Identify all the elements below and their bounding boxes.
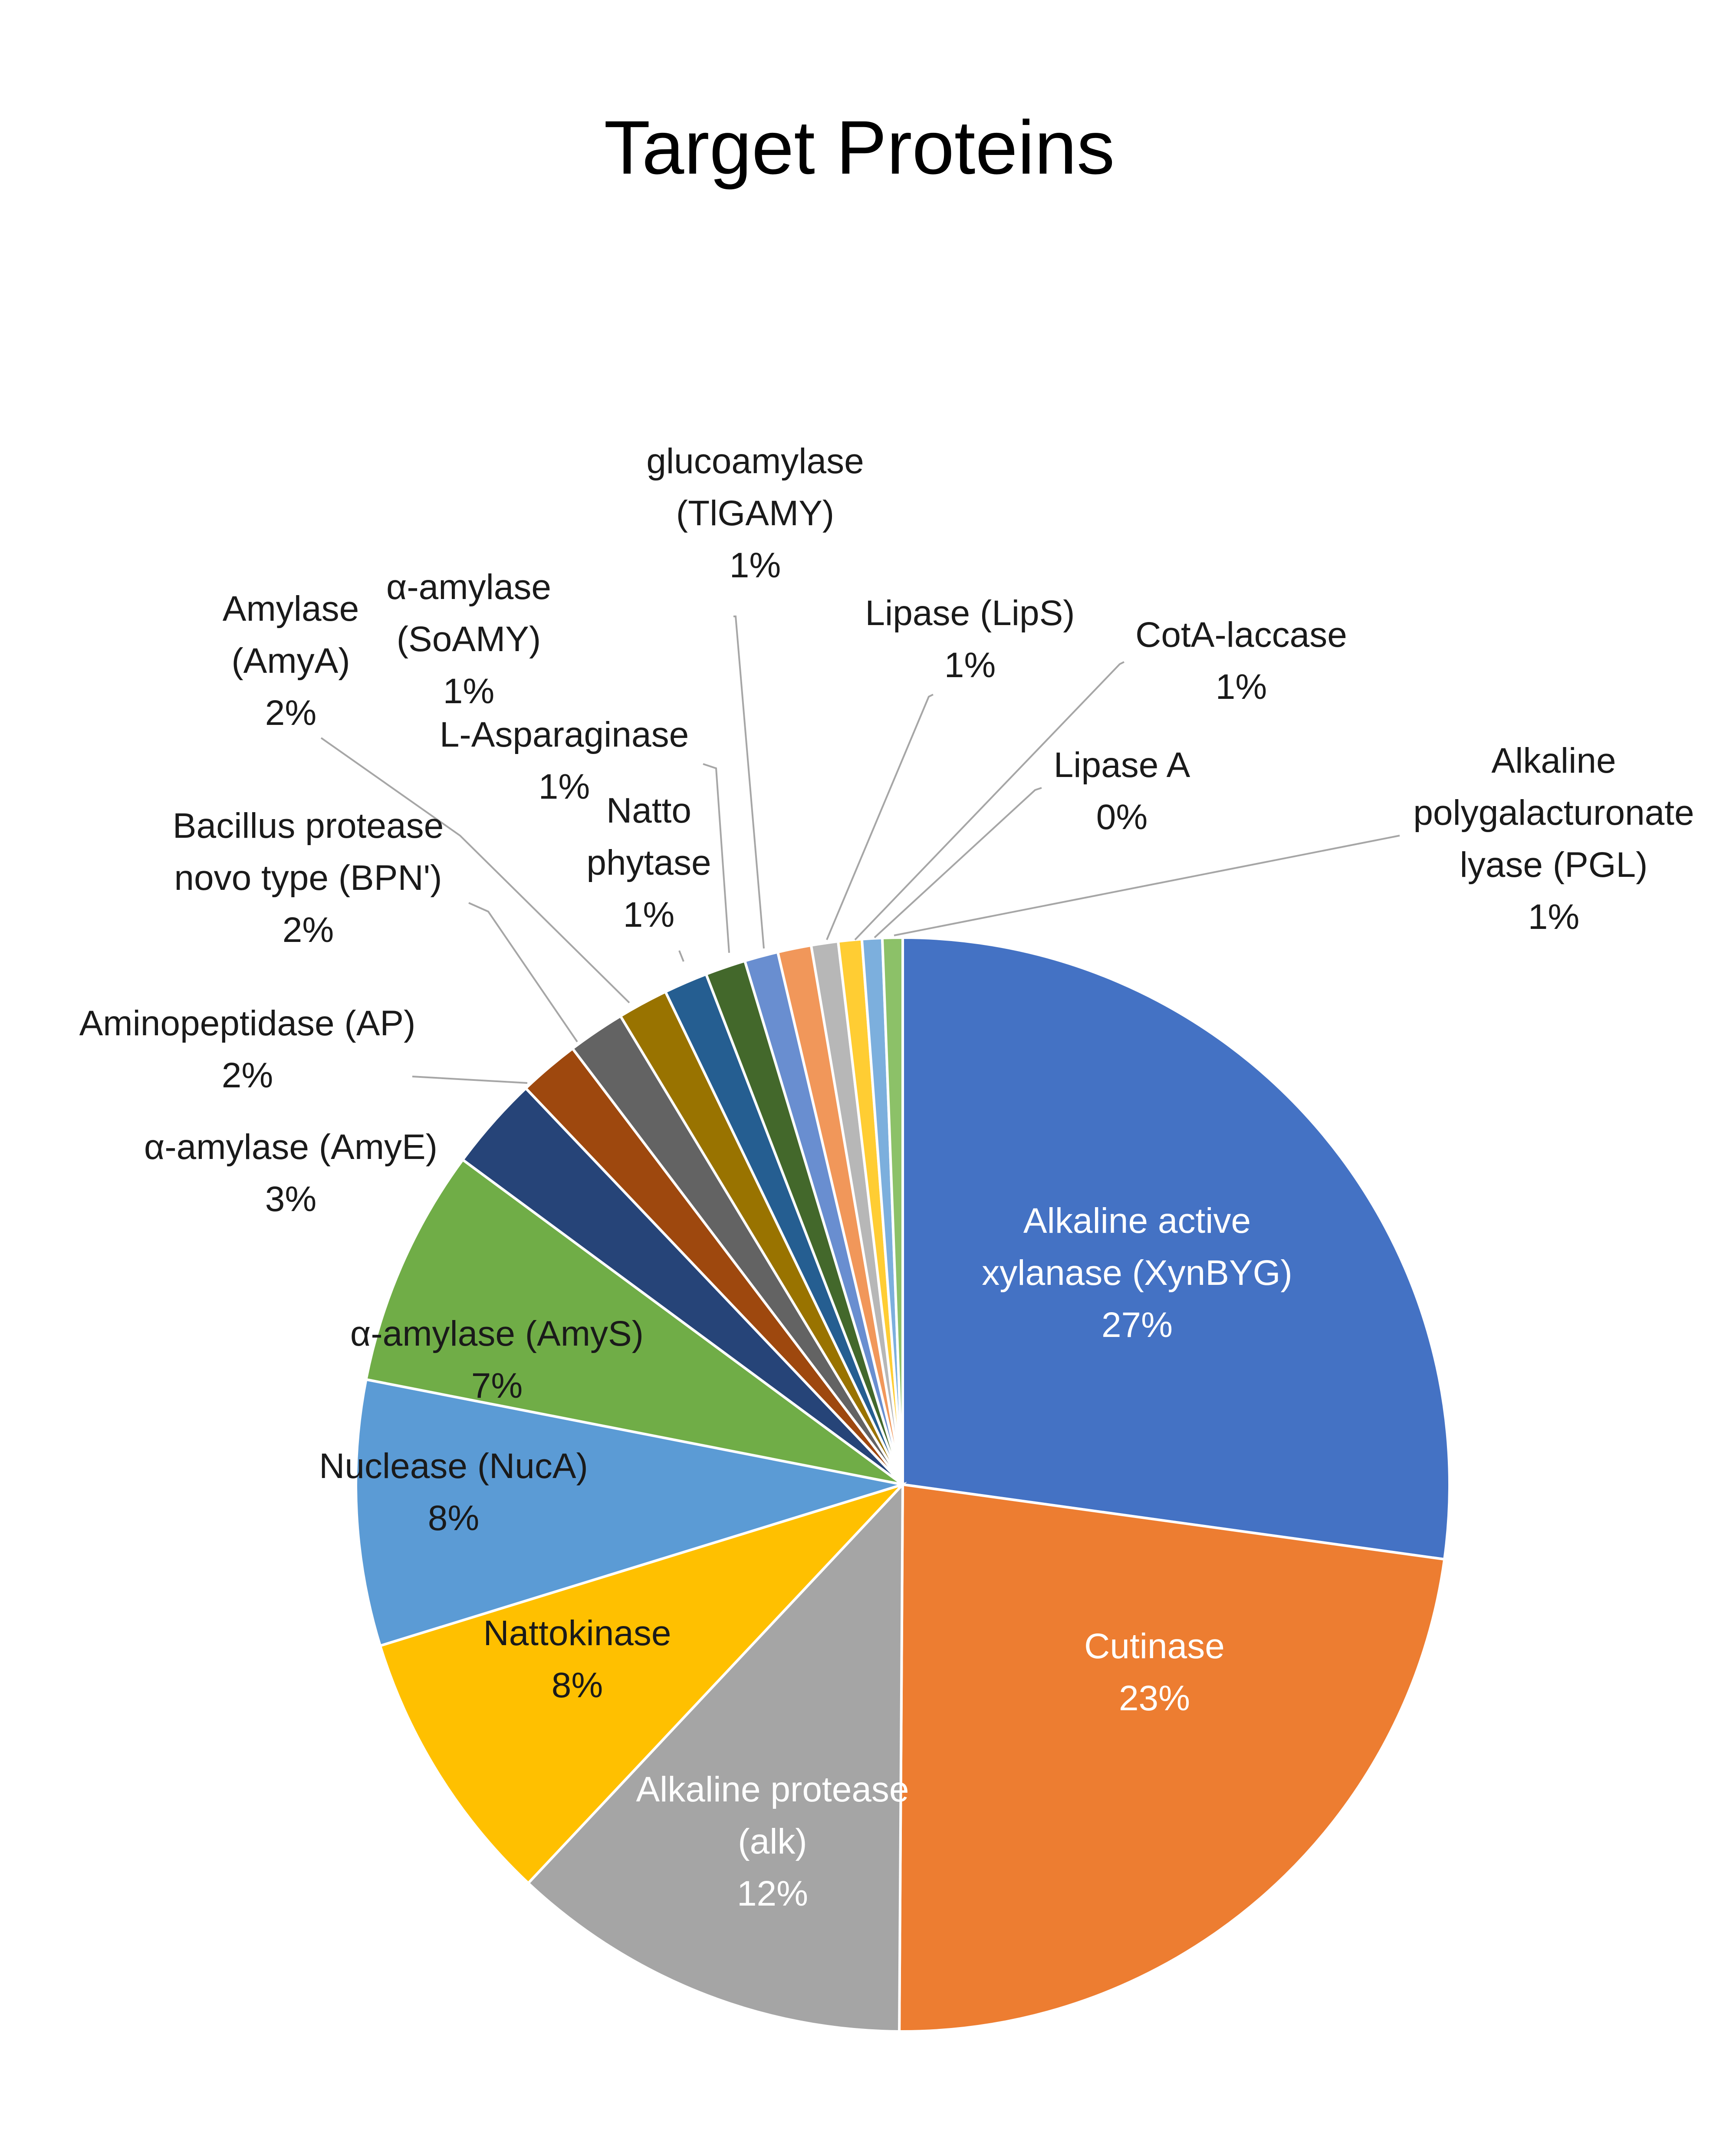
slice-label-line: Aminopeptidase (AP) [79,1004,416,1043]
slice-label-line: (alk) [738,1822,807,1861]
slice-label-line: (AmyA) [231,641,350,681]
slice-percent-label: 1% [944,645,996,685]
slice-percent-label: 1% [539,767,590,807]
leader-line [894,835,1400,936]
slice-label-line: Alkaline [1491,741,1616,780]
pie-slice [898,1483,1446,2033]
leader-line [468,902,578,1043]
slice-label: L-Asparaginase 1% [440,715,689,807]
slice-label-line: phytase [586,843,711,882]
slice-label-line: polygalacturonate [1413,793,1694,833]
leader-line [678,950,684,962]
slice-percent-label: 1% [730,546,781,585]
slice-percent-label: 23% [1119,1679,1190,1718]
pie-slice [355,1378,903,1648]
slice-label: glucoamylase (TlGAMY) 1% [646,441,864,585]
slice-label: Alkaline active xylanase (XynBYG) 27% [982,1201,1292,1345]
slice-label-line: CotA-laccase [1135,615,1347,655]
slice-label-line: Bacillus protease [173,806,444,846]
slice-percent-label: 0% [1096,797,1148,837]
slice-percent-label: 2% [265,693,317,733]
slice-label-line: Alkaline active [1023,1201,1251,1241]
slice-labels: Alkaline active xylanase (XynBYG) 27% Cutin… [79,441,1694,1913]
slice-percent-label: 1% [1528,897,1580,937]
slice-label-line: Amylase [223,589,359,629]
slice-percent-label: 12% [737,1874,808,1913]
chart-title: Target Proteins [604,105,1115,190]
slice-label: Lipase A 0% [1054,745,1190,837]
slice-percent-label: 2% [283,910,334,950]
leader-line [733,616,765,949]
slice-label: Alkaline polygalacturonate lyase (PGL) 1% [1413,741,1694,937]
slice-percent-label: 7% [471,1366,523,1406]
slice-label: Cutinase 23% [1084,1626,1225,1718]
slice-label: α-amylase (SoAMY) 1% [386,567,551,711]
slice-label-line: Cutinase [1084,1626,1225,1666]
leader-lines [320,616,1400,1084]
slice-label-line: novo type (BPN') [174,858,442,898]
slice-percent-label: 2% [222,1056,273,1095]
slice-label-line: α-amylase [386,567,551,607]
slice-percent-label: 3% [265,1179,317,1219]
pie-slice [901,936,1451,1561]
slice-label: Alkaline protease (alk) 12% [636,1770,909,1913]
slice-label-line: (TlGAMY) [676,494,834,533]
leader-line [826,694,934,940]
slice-label: Nattokinase 8% [483,1613,671,1705]
slice-label: Bacillus protease novo type (BPN') 2% [173,806,444,950]
slice-label-line: Natto [606,791,691,830]
pie-slice [364,1158,904,1486]
slice-label-line: α-amylase (AmyS) [350,1314,644,1353]
slice-label-line: Nuclease (NucA) [319,1446,588,1486]
slice-percent-label: 1% [443,672,495,711]
slice-label: Lipase (LipS) 1% [865,593,1075,685]
slice-label-line: Lipase A [1054,745,1190,785]
slice-label-line: lyase (PGL) [1460,845,1648,885]
slice-label: α-amylase (AmyS) 7% [350,1314,644,1406]
slice-percent-label: 8% [428,1498,480,1538]
pie-slice [881,936,904,1485]
slice-label-line: Alkaline protease [636,1770,909,1809]
slice-percent-label: 1% [623,895,675,935]
slice-label: Aminopeptidase (AP) 2% [79,1004,416,1095]
slice-label-line: L-Asparaginase [440,715,689,754]
pie-slice [378,1481,907,1885]
slice-percent-label: 1% [1216,667,1267,707]
leader-line [854,661,1124,941]
leader-line [412,1076,528,1084]
slice-label: α-amylase (AmyE) 3% [144,1127,437,1219]
slice-label: Amylase (AmyA) 2% [223,589,359,733]
slice-label-line: (SoAMY) [397,619,541,659]
slice-label-line: glucoamylase [646,441,864,481]
slice-label-line: xylanase (XynBYG) [982,1253,1292,1293]
slice-label-line: Lipase (LipS) [865,593,1075,633]
slice-label: Natto phytase 1% [586,791,711,935]
slice-percent-label: 8% [552,1666,603,1705]
slice-label: Nuclease (NucA) 8% [319,1446,588,1538]
slice-percent-label: 27% [1101,1305,1173,1345]
slice-label-line: α-amylase (AmyE) [144,1127,437,1167]
leader-line [703,763,730,953]
pie-slices [355,936,1451,2033]
leader-line [874,787,1042,938]
slice-label: CotA-laccase 1% [1135,615,1347,707]
slice-label-line: Nattokinase [483,1613,671,1653]
leader-line [320,737,630,1004]
pie-slice [526,1481,904,2033]
